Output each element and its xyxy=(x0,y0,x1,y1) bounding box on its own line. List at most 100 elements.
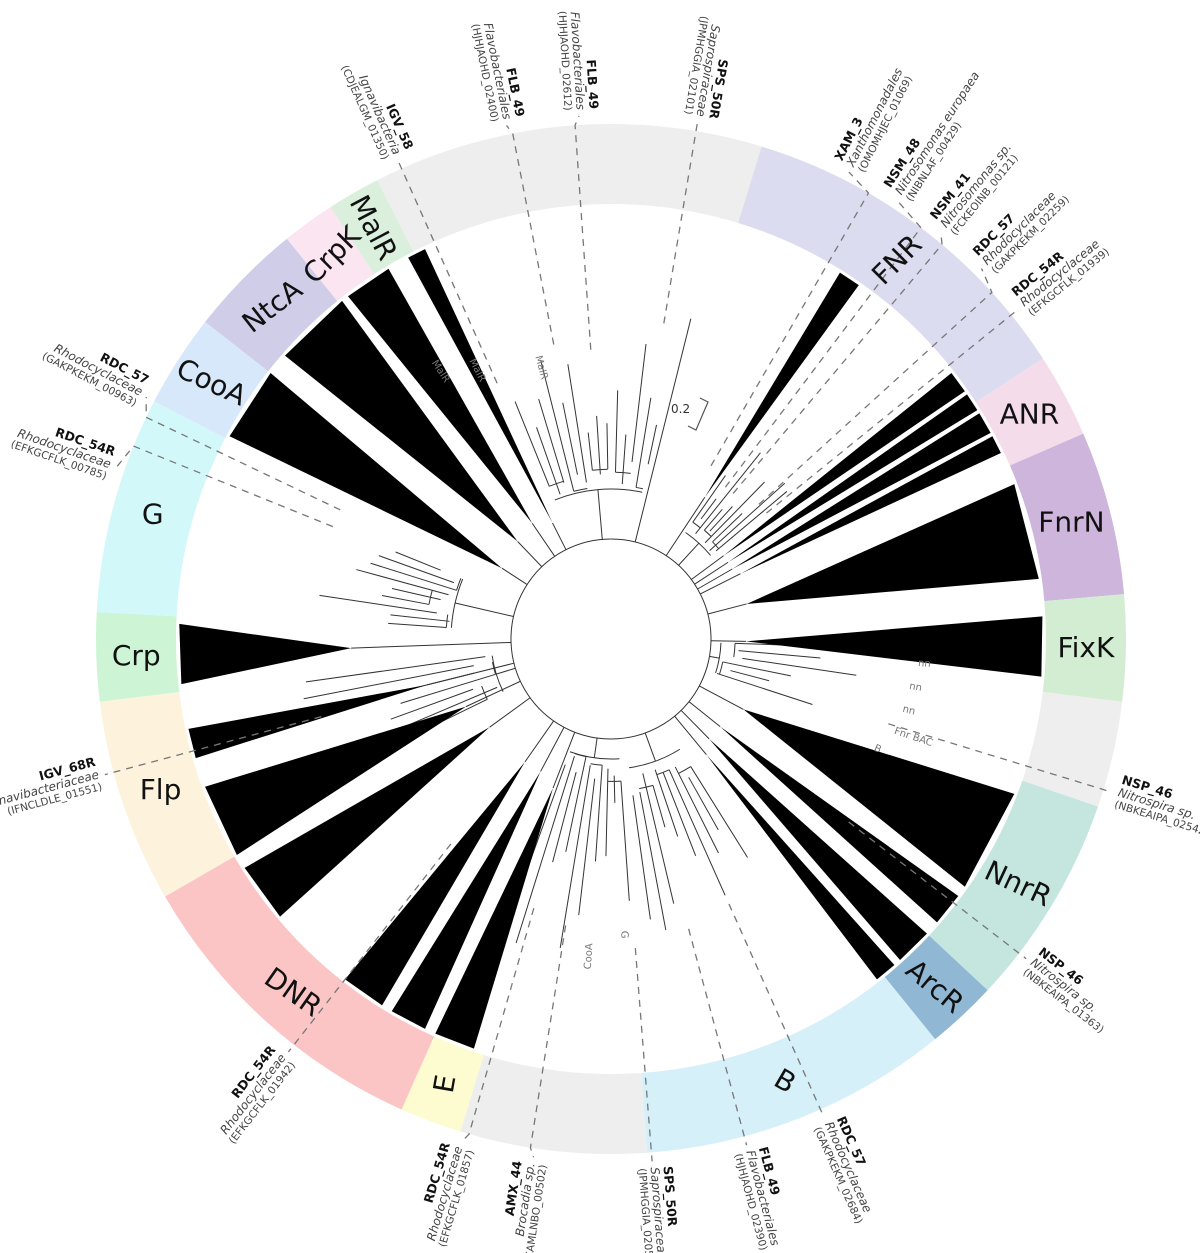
branch xyxy=(652,785,666,828)
branch xyxy=(538,398,565,483)
branch-arc xyxy=(715,642,722,674)
inner-tip-label: nn xyxy=(908,681,922,694)
collapsed-clade-wedges xyxy=(179,249,1043,1049)
branch xyxy=(559,765,591,948)
leader-line xyxy=(758,268,993,505)
branch-arc xyxy=(575,753,587,758)
branch xyxy=(715,491,788,552)
clade-segment xyxy=(99,692,235,897)
clade-ring xyxy=(96,124,1126,1154)
branch xyxy=(704,481,765,544)
clade-segment xyxy=(164,856,435,1110)
collapsed-clade-wedge xyxy=(284,300,518,542)
leader-line xyxy=(724,199,922,488)
branch xyxy=(614,390,619,473)
clade-label-g: G xyxy=(142,498,164,531)
branch xyxy=(381,595,430,605)
clade-segment xyxy=(401,1036,484,1132)
branch xyxy=(674,766,719,854)
branch xyxy=(690,766,748,858)
collapsed-clade-wedge xyxy=(745,616,1043,677)
branch xyxy=(515,755,575,944)
clade-segment xyxy=(1009,433,1125,602)
collapsed-clade-wedge xyxy=(704,272,859,498)
inner-tip-label: MalR xyxy=(532,354,549,381)
branch xyxy=(674,715,707,756)
branch xyxy=(642,773,675,904)
branch xyxy=(395,551,441,571)
branch xyxy=(606,423,609,469)
leaf-leader-lines xyxy=(104,115,1113,1162)
collapsed-clade-wedge xyxy=(728,394,978,563)
collapsed-clade-wedge xyxy=(723,373,965,556)
collapsed-clade-wedge xyxy=(391,771,541,1029)
leader-line xyxy=(461,907,535,1142)
leaf-taxon: Saprospiraceae xyxy=(648,1167,669,1253)
branch-arc xyxy=(554,488,643,501)
clade-label-anr: ANR xyxy=(1000,398,1060,431)
clade-segment xyxy=(929,780,1098,991)
leader-line xyxy=(115,445,334,528)
branch xyxy=(531,522,556,557)
clade-segment xyxy=(738,146,1043,403)
branch-arc xyxy=(569,751,620,760)
collapsed-clade-wedge xyxy=(706,754,895,980)
branch xyxy=(596,415,601,475)
branch xyxy=(390,614,450,622)
branch xyxy=(712,513,743,543)
clade-segment xyxy=(1022,692,1123,807)
clade-segment xyxy=(641,977,936,1153)
branch xyxy=(565,756,587,852)
clade-segment xyxy=(884,935,988,1040)
clade-segment xyxy=(96,401,226,617)
collapsed-clade-wedge xyxy=(435,788,554,1049)
clade-segment xyxy=(460,1054,647,1154)
clade-label-fnrn: FnrN xyxy=(1038,506,1104,539)
collapsed-clade-wedge xyxy=(743,709,1015,887)
branch xyxy=(593,737,598,758)
branch xyxy=(647,424,658,465)
branch xyxy=(605,768,609,857)
branch xyxy=(489,697,531,728)
branch xyxy=(665,496,706,556)
branch xyxy=(501,567,528,585)
leader-line xyxy=(663,122,699,324)
scale-bar-bracket xyxy=(687,397,709,431)
clade-segment xyxy=(96,612,180,702)
branch xyxy=(552,732,576,789)
collapsed-clade-wedge xyxy=(746,484,1039,604)
branch xyxy=(688,701,721,728)
branch xyxy=(303,665,474,700)
collapsed-clade-wedge xyxy=(408,249,553,523)
branch xyxy=(540,727,565,772)
inner-tip-label: G xyxy=(618,931,629,939)
branch xyxy=(695,452,761,534)
branch-arc xyxy=(491,655,504,692)
clade-segment xyxy=(286,207,375,301)
branch xyxy=(597,489,603,540)
inner-tip-label: nn xyxy=(901,704,916,718)
branch-arc xyxy=(733,643,736,658)
clade-segment xyxy=(205,238,338,372)
branch xyxy=(319,594,437,614)
scale-bar: 0.2 xyxy=(671,397,709,431)
branch xyxy=(351,641,512,649)
leader-line xyxy=(688,928,748,1146)
branch-arc xyxy=(635,486,644,490)
branch xyxy=(613,775,616,803)
leader-line xyxy=(529,925,567,1158)
branch xyxy=(722,661,791,677)
branch xyxy=(694,561,729,585)
leader-line xyxy=(145,397,341,511)
branch xyxy=(699,685,744,710)
branch xyxy=(709,506,733,532)
